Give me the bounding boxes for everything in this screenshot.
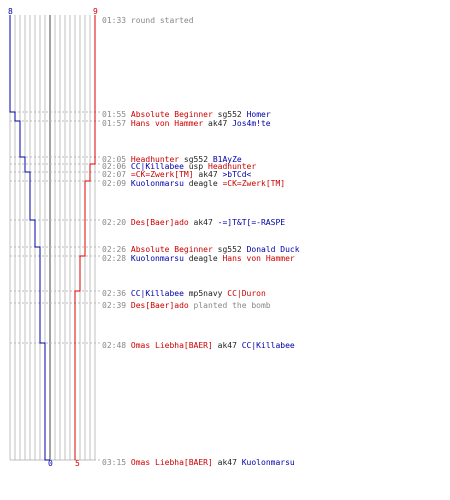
killer-name: Omas Liebha[BAER]: [130, 341, 213, 350]
weapon-name: sg552: [217, 110, 242, 119]
killer-name: Headhunter: [130, 155, 180, 164]
event-time: 02:20: [102, 218, 127, 227]
event-row: 03:15 Omas Liebha[BAER] ak47 Kuolonmarsu: [102, 458, 295, 468]
event-row: 02:39 Des[Baer]ado planted the bomb: [102, 301, 271, 311]
weapon-name: ak47: [208, 119, 228, 128]
killer-name: CC|Killabee: [130, 289, 184, 298]
event-note: planted the bomb: [193, 301, 271, 310]
event-row: 01:33 round started: [102, 16, 194, 26]
victim-name: B1AyZe: [212, 155, 242, 164]
event-row: 01:57 Hans von Hammer ak47 Jos4m!te: [102, 119, 271, 129]
event-row: 02:28 Kuolonmarsu deagle Hans von Hammer: [102, 254, 295, 264]
event-row: 01:55 Absolute Beginner sg552 Homer: [102, 110, 271, 120]
event-time: 02:48: [102, 341, 127, 350]
ct-start-count: 8: [8, 7, 13, 16]
event-time: 01:57: [102, 119, 127, 128]
victim-name: Hans von Hammer: [222, 254, 295, 263]
victim-name: >bTCd<: [222, 170, 252, 179]
event-time: 02:26: [102, 245, 127, 254]
victim-name: CC|Duron: [227, 289, 266, 298]
killer-name: Des[Baer]ado: [130, 218, 189, 227]
victim-name: =CK=Zwerk[TM]: [222, 179, 286, 188]
weapon-name: deagle: [188, 254, 218, 263]
t-alive-count-line: [74, 15, 96, 460]
killer-name: Absolute Beginner: [130, 110, 213, 119]
event-time: 02:09: [102, 179, 127, 188]
killer-name: CC|Killabee: [130, 162, 184, 171]
player-count-grid: [9, 15, 96, 461]
ct-alive-count-line: [9, 15, 50, 461]
event-time: 02:36: [102, 289, 127, 298]
event-time: 02:06: [102, 162, 127, 171]
killer-name: Des[Baer]ado: [130, 301, 189, 310]
event-row: 02:09 Kuolonmarsu deagle =CK=Zwerk[TM]: [102, 179, 285, 189]
killer-name: Hans von Hammer: [130, 119, 204, 128]
event-time: 01:33: [102, 16, 127, 25]
killer-name: Kuolonmarsu: [130, 254, 184, 263]
killer-name: Absolute Beginner: [130, 245, 213, 254]
weapon-name: ak47: [217, 458, 237, 467]
event-time: 02:39: [102, 301, 127, 310]
killer-name: =CK=Zwerk[TM]: [130, 170, 194, 179]
event-row: 02:07 =CK=Zwerk[TM] ak47 >bTCd<: [102, 170, 251, 180]
killer-name: Kuolonmarsu: [130, 179, 184, 188]
event-time: 02:28: [102, 254, 127, 263]
victim-name: CC|Killabee: [241, 341, 295, 350]
event-note: round started: [130, 16, 194, 25]
victim-name: Headhunter: [208, 162, 257, 171]
weapon-name: usp: [188, 162, 204, 171]
weapon-name: sg552: [217, 245, 242, 254]
weapon-name: mp5navy: [188, 289, 223, 298]
victim-name: -=]T&T[=-RASPE: [217, 218, 286, 227]
ct-end-count: 0: [48, 459, 53, 468]
event-time: 02:05: [102, 155, 127, 164]
event-time: 01:55: [102, 110, 127, 119]
event-row: 02:20 Des[Baer]ado ak47 -=]T&T[=-RASPE: [102, 218, 285, 228]
event-time: 02:07: [102, 170, 127, 179]
event-row: 02:26 Absolute Beginner sg552 Donald Duc…: [102, 245, 300, 255]
event-tick-lines: [10, 111, 100, 461]
weapon-name: deagle: [188, 179, 218, 188]
weapon-name: ak47: [193, 218, 213, 227]
event-row: 02:06 CC|Killabee usp Headhunter: [102, 162, 256, 172]
event-row: 02:36 CC|Killabee mp5navy CC|Duron: [102, 289, 266, 299]
event-row: 02:05 Headhunter sg552 B1AyZe: [102, 155, 242, 165]
victim-name: Homer: [246, 110, 271, 119]
victim-name: Jos4m!te: [232, 119, 271, 128]
event-time: 03:15: [102, 458, 127, 467]
t-end-count: 5: [75, 459, 80, 468]
victim-name: Donald Duck: [246, 245, 300, 254]
killer-name: Omas Liebha[BAER]: [130, 458, 213, 467]
t-start-count: 9: [93, 7, 98, 16]
weapon-name: ak47: [217, 341, 237, 350]
weapon-name: sg552: [183, 155, 209, 164]
event-row: 02:48 Omas Liebha[BAER] ak47 CC|Killabee: [102, 341, 295, 351]
weapon-name: ak47: [198, 170, 218, 179]
victim-name: Kuolonmarsu: [241, 458, 295, 467]
